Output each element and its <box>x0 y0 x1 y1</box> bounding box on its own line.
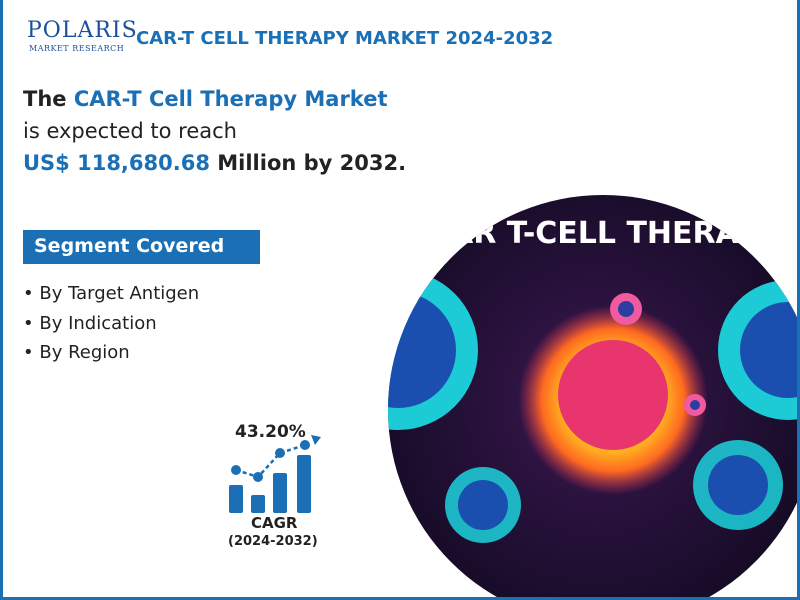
headline-lead: The <box>23 87 67 111</box>
segment-box <box>23 230 260 264</box>
cagr-value: 43.20% <box>235 422 306 442</box>
therapy-image: CAR T-CELL THERAPY <box>388 195 797 597</box>
segment-item: By Target Antigen <box>23 283 199 304</box>
segment-item: By Indication <box>23 313 156 334</box>
cagr-period: (2024-2032) <box>228 534 318 549</box>
headline-tail: Million by 2032. <box>217 151 407 175</box>
headline-value: US$ 118,680.68 <box>23 151 210 175</box>
image-caption: CAR T-CELL THERAPY <box>428 216 784 251</box>
header-title: CAR-T CELL THERAPY MARKET 2024-2032 <box>136 28 554 49</box>
headline-market: CAR-T Cell Therapy Market <box>73 87 388 111</box>
logo-name: POLARIS <box>27 18 138 43</box>
segment-item: By Region <box>23 342 129 363</box>
segment-heading: Segment Covered <box>34 235 225 257</box>
logo-tagline: MARKET RESEARCH <box>29 44 125 53</box>
headline-line2: is expected to reach <box>23 119 237 143</box>
headline-line: US$ 118,680.68 Million by 2032. <box>23 151 406 175</box>
cagr-label: CAGR <box>251 514 298 532</box>
headline-line: The CAR-T Cell Therapy Market <box>23 87 388 111</box>
cagr-icon <box>229 435 321 513</box>
